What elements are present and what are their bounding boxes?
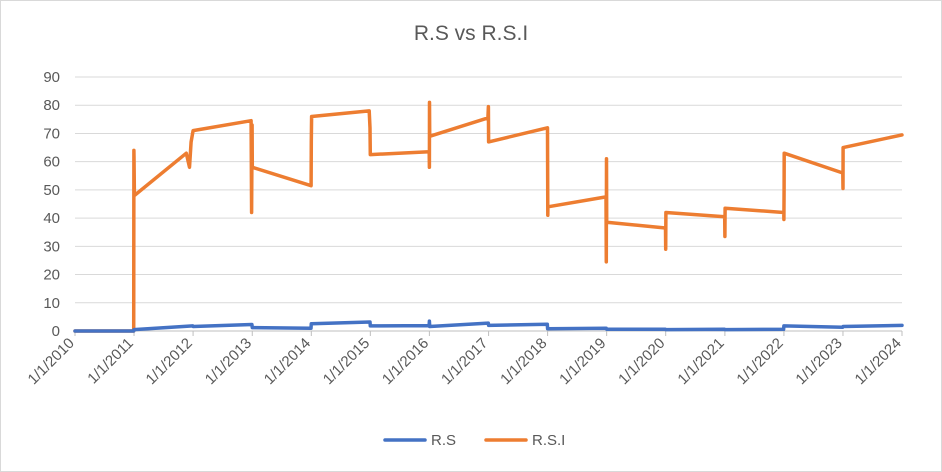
y-tick-label: 20 <box>43 267 60 284</box>
x-tick-label: 1/1/2010 <box>25 335 78 388</box>
y-tick-label: 70 <box>43 125 60 142</box>
x-tick-label: 1/1/2019 <box>556 335 609 388</box>
x-tick-label: 1/1/2012 <box>143 335 196 388</box>
x-tick-label: 1/1/2016 <box>379 335 432 388</box>
y-tick-label: 60 <box>43 154 60 171</box>
series-line-rsi <box>73 100 904 333</box>
x-tick-label: 1/1/2021 <box>674 335 727 388</box>
x-tick-label: 1/1/2013 <box>202 335 255 388</box>
x-tick-label: 1/1/2018 <box>497 335 550 388</box>
x-tick-label: 1/1/2014 <box>261 335 314 388</box>
x-tick-label: 1/1/2023 <box>792 335 845 388</box>
x-tick-label: 1/1/2020 <box>615 335 668 388</box>
y-tick-label: 10 <box>43 295 60 312</box>
chart-title: R.S vs R.S.I <box>413 22 529 45</box>
x-tick-label: 1/1/2011 <box>84 335 137 388</box>
x-tick-label: 1/1/2017 <box>438 335 491 388</box>
x-tick-label: 1/1/2022 <box>733 335 786 388</box>
y-tick-label: 90 <box>43 69 60 86</box>
legend-label: R.S <box>431 432 456 449</box>
y-tick-label: 50 <box>43 182 60 199</box>
y-tick-label: 30 <box>43 238 60 255</box>
x-tick-label: 1/1/2015 <box>320 335 373 388</box>
legend-label: R.S.I <box>532 432 565 449</box>
y-tick-label: 40 <box>43 210 60 227</box>
series-line-rs <box>73 319 904 333</box>
y-tick-label: 0 <box>52 323 60 340</box>
x-tick-label: 1/1/2024 <box>852 335 905 388</box>
y-tick-label: 80 <box>43 97 60 114</box>
